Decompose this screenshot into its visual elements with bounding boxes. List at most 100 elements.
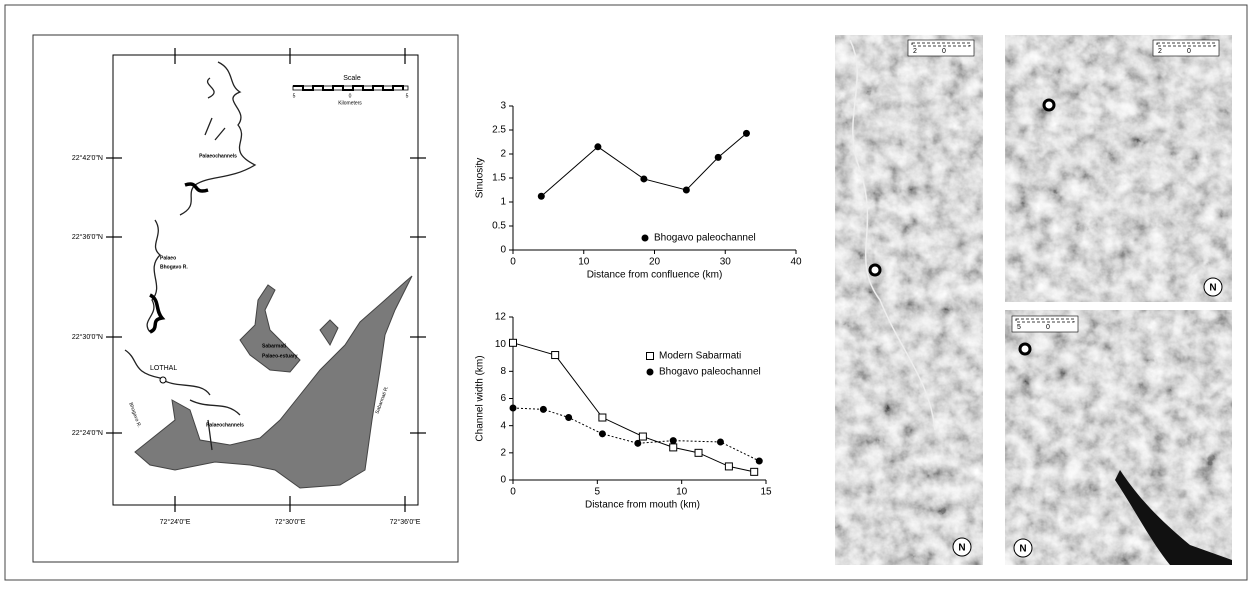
y-tick-label: 1.5 (492, 173, 506, 184)
lon-label: 72°30'0"E (275, 518, 306, 526)
lon-label: 72°36'0"E (390, 518, 421, 526)
palaeo-estuary-arm (319, 319, 339, 347)
palaeo-estuary (239, 284, 301, 373)
scale-box (1011, 315, 1079, 333)
map-label: Bhogavo R. (160, 264, 188, 270)
map-label: Sabarmati (262, 343, 287, 349)
scale-label: 0 (942, 48, 946, 55)
scale-unit: Kilometers (338, 100, 362, 106)
marker (669, 437, 677, 445)
scale-label: 5 (1017, 324, 1021, 331)
north-label: N (1019, 544, 1026, 555)
marker (742, 129, 750, 137)
marker (682, 186, 690, 194)
map-label: LOTHAL (150, 365, 177, 372)
y-tick-label: 10 (495, 339, 507, 350)
satellite-image (1004, 34, 1233, 303)
lat-label: 22°42'0"N (72, 154, 103, 162)
marker (509, 404, 517, 412)
series-line (540, 132, 747, 197)
marker (565, 414, 573, 422)
image-overlays: 2 0 N 2 0 N 5 0 N (907, 39, 1223, 558)
map-panel: 22°42'0"N 22°36'0"N 22°30'0"N 22°24'0"N … (32, 34, 459, 563)
marker (755, 457, 763, 465)
satellite-image (834, 34, 984, 566)
marker (669, 443, 678, 452)
scale-box (907, 39, 975, 57)
x-axis-label: Distance from mouth (km) (585, 500, 700, 511)
x-tick-label: 10 (578, 257, 590, 268)
y-tick-label: 6 (500, 393, 506, 404)
marker (638, 432, 647, 441)
marker (539, 405, 547, 413)
y-tick-label: 3 (500, 101, 506, 112)
marker (598, 413, 607, 422)
legend-label: Bhogavo paleochannel (659, 367, 761, 378)
site-marker (1018, 342, 1032, 356)
marker (509, 338, 517, 347)
x-tick-label: 0 (510, 257, 516, 268)
y-axis-label: Channel width (km) (475, 355, 486, 441)
legend-label: Bhogavo paleochannel (654, 233, 756, 244)
marker (537, 192, 545, 200)
y-tick-label: 4 (500, 420, 506, 431)
map-label: Palaeo (160, 255, 176, 261)
scale-label: 2 (1158, 48, 1162, 55)
estuary-shape (134, 275, 413, 489)
bold-channels (149, 182, 209, 334)
river-trace (1115, 470, 1232, 565)
marker (750, 467, 759, 476)
y-tick-label: 8 (500, 366, 506, 377)
scale-box (1152, 39, 1220, 57)
map-label: Palaeochannels (206, 422, 244, 428)
chart: 0 5 10 15 0 2 4 6 8 10 12 Distance from mouth (km) C… (475, 312, 772, 511)
north-label: N (1209, 283, 1216, 294)
x-tick-label: 10 (676, 487, 688, 498)
scale-tick: 0 (349, 93, 352, 99)
legend-marker (646, 368, 654, 376)
lothal-marker (159, 376, 167, 384)
scale-bar (292, 85, 409, 91)
north-arrow (1203, 277, 1223, 297)
y-tick-label: 0.5 (492, 221, 506, 232)
scale-label: 2 (913, 48, 917, 55)
y-tick-label: 2 (500, 447, 506, 458)
x-tick-label: 30 (720, 257, 732, 268)
series-line (512, 407, 760, 462)
scale-tick: 5 (406, 93, 409, 99)
scale-bar (911, 42, 971, 47)
marker (634, 439, 642, 447)
scale-tick: 5 (293, 93, 296, 99)
scale-label: 0 (1187, 48, 1191, 55)
marker (594, 143, 602, 151)
scale-bar (1156, 42, 1216, 47)
x-tick-label: 5 (595, 487, 601, 498)
y-tick-label: 2 (500, 149, 506, 160)
x-tick-label: 20 (649, 257, 661, 268)
satellite-image (1004, 309, 1233, 566)
y-tick-label: 0 (500, 475, 506, 486)
marker (724, 462, 733, 471)
scale-bar (1015, 318, 1075, 323)
marker (551, 351, 560, 360)
map-label: Palaeochannels (199, 153, 237, 159)
x-tick-label: 40 (790, 257, 802, 268)
y-tick-label: 1 (500, 197, 506, 208)
north-arrow (1013, 538, 1033, 558)
series-line (512, 342, 755, 473)
x-tick-label: 15 (760, 487, 772, 498)
y-tick-label: 12 (495, 312, 507, 323)
river-trace (849, 39, 936, 431)
site-marker (1042, 98, 1056, 112)
lat-label: 22°24'0"N (72, 429, 103, 437)
chart: 0 10 20 30 40 0 0.5 1 1.5 2 2.5 3 Distance from conf… (475, 101, 802, 281)
x-axis-label: Distance from confluence (km) (587, 270, 723, 281)
marker (598, 430, 606, 438)
scale-label: 0 (1046, 324, 1050, 331)
lat-label: 22°36'0"N (72, 233, 103, 241)
frame-ticks (106, 48, 426, 512)
y-tick-label: 0 (500, 245, 506, 256)
scale-title: Scale (343, 75, 361, 82)
north-arrow (952, 537, 972, 557)
